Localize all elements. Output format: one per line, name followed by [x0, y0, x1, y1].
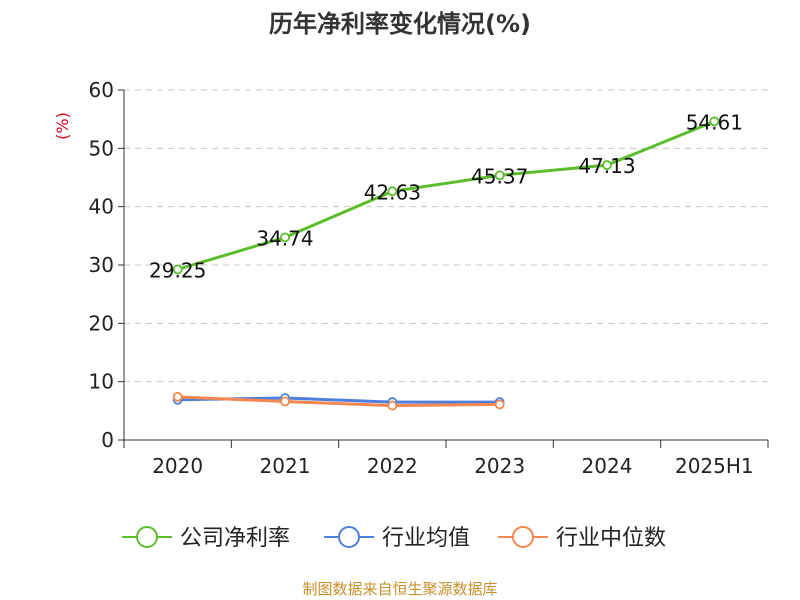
y-tick-label: 20 — [89, 311, 114, 335]
legend-label: 行业中位数 — [556, 526, 666, 551]
axes — [118, 89, 769, 448]
legend-label: 公司净利率 — [180, 526, 290, 551]
y-axis-unit: (%) — [53, 112, 72, 140]
legend-marker-icon — [136, 526, 158, 548]
x-tick-label: 2021 — [260, 454, 311, 478]
data-label: 47.13 — [578, 154, 635, 178]
y-tick-label: 60 — [89, 78, 114, 102]
source-note: 制图数据来自恒生聚源数据库 — [302, 580, 497, 598]
x-tick-labels: 2020 2021 2022 2023 2024 2025H1 — [152, 454, 753, 478]
chart-title: 历年净利率变化情况(%) — [269, 10, 531, 38]
y-tick-label: 30 — [89, 253, 114, 277]
y-tick-label: 10 — [89, 370, 114, 394]
data-point[interactable] — [494, 399, 505, 410]
x-tick-label: 2024 — [582, 454, 633, 478]
legend-item-0[interactable]: 公司净利率 — [122, 526, 290, 551]
x-tick-label: 2020 — [152, 454, 203, 478]
series-layer — [172, 116, 720, 411]
data-point[interactable] — [172, 391, 183, 402]
data-label: 34.74 — [256, 226, 313, 250]
data-point[interactable] — [280, 396, 290, 407]
legend-item-2[interactable]: 行业中位数 — [498, 526, 666, 551]
data-point[interactable] — [387, 186, 398, 197]
x-tick-label: 2025H1 — [675, 454, 754, 478]
y-tick-label: 50 — [89, 136, 114, 160]
series-line-2 — [177, 395, 500, 408]
y-tick-label: 40 — [89, 195, 114, 219]
data-label: 45.37 — [471, 164, 528, 188]
data-point[interactable] — [280, 232, 290, 243]
legend[interactable]: 公司净利率 行业均值 行业中位数 — [122, 526, 666, 551]
gridlines — [124, 89, 768, 383]
legend-marker-icon — [512, 526, 534, 548]
data-point[interactable] — [602, 160, 612, 170]
y-tick-labels: 0 10 20 30 40 50 60 — [89, 78, 114, 452]
legend-marker-icon — [338, 526, 360, 548]
data-label: 42.63 — [364, 180, 421, 204]
data-label: 29.25 — [149, 258, 206, 282]
data-point[interactable] — [387, 400, 398, 411]
data-point[interactable] — [494, 170, 505, 181]
data-point[interactable] — [172, 264, 183, 275]
data-labels: 29.25 34.74 42.63 45.37 47.13 54.61 — [149, 110, 743, 282]
x-tick-label: 2022 — [367, 454, 418, 478]
x-tick-label: 2023 — [474, 454, 525, 478]
legend-label: 行业均值 — [382, 526, 470, 551]
series-line-0 — [177, 120, 715, 271]
legend-item-1[interactable]: 行业均值 — [324, 526, 470, 551]
data-label: 54.61 — [686, 110, 743, 134]
data-point[interactable] — [709, 116, 720, 127]
y-tick-label: 0 — [101, 428, 114, 452]
